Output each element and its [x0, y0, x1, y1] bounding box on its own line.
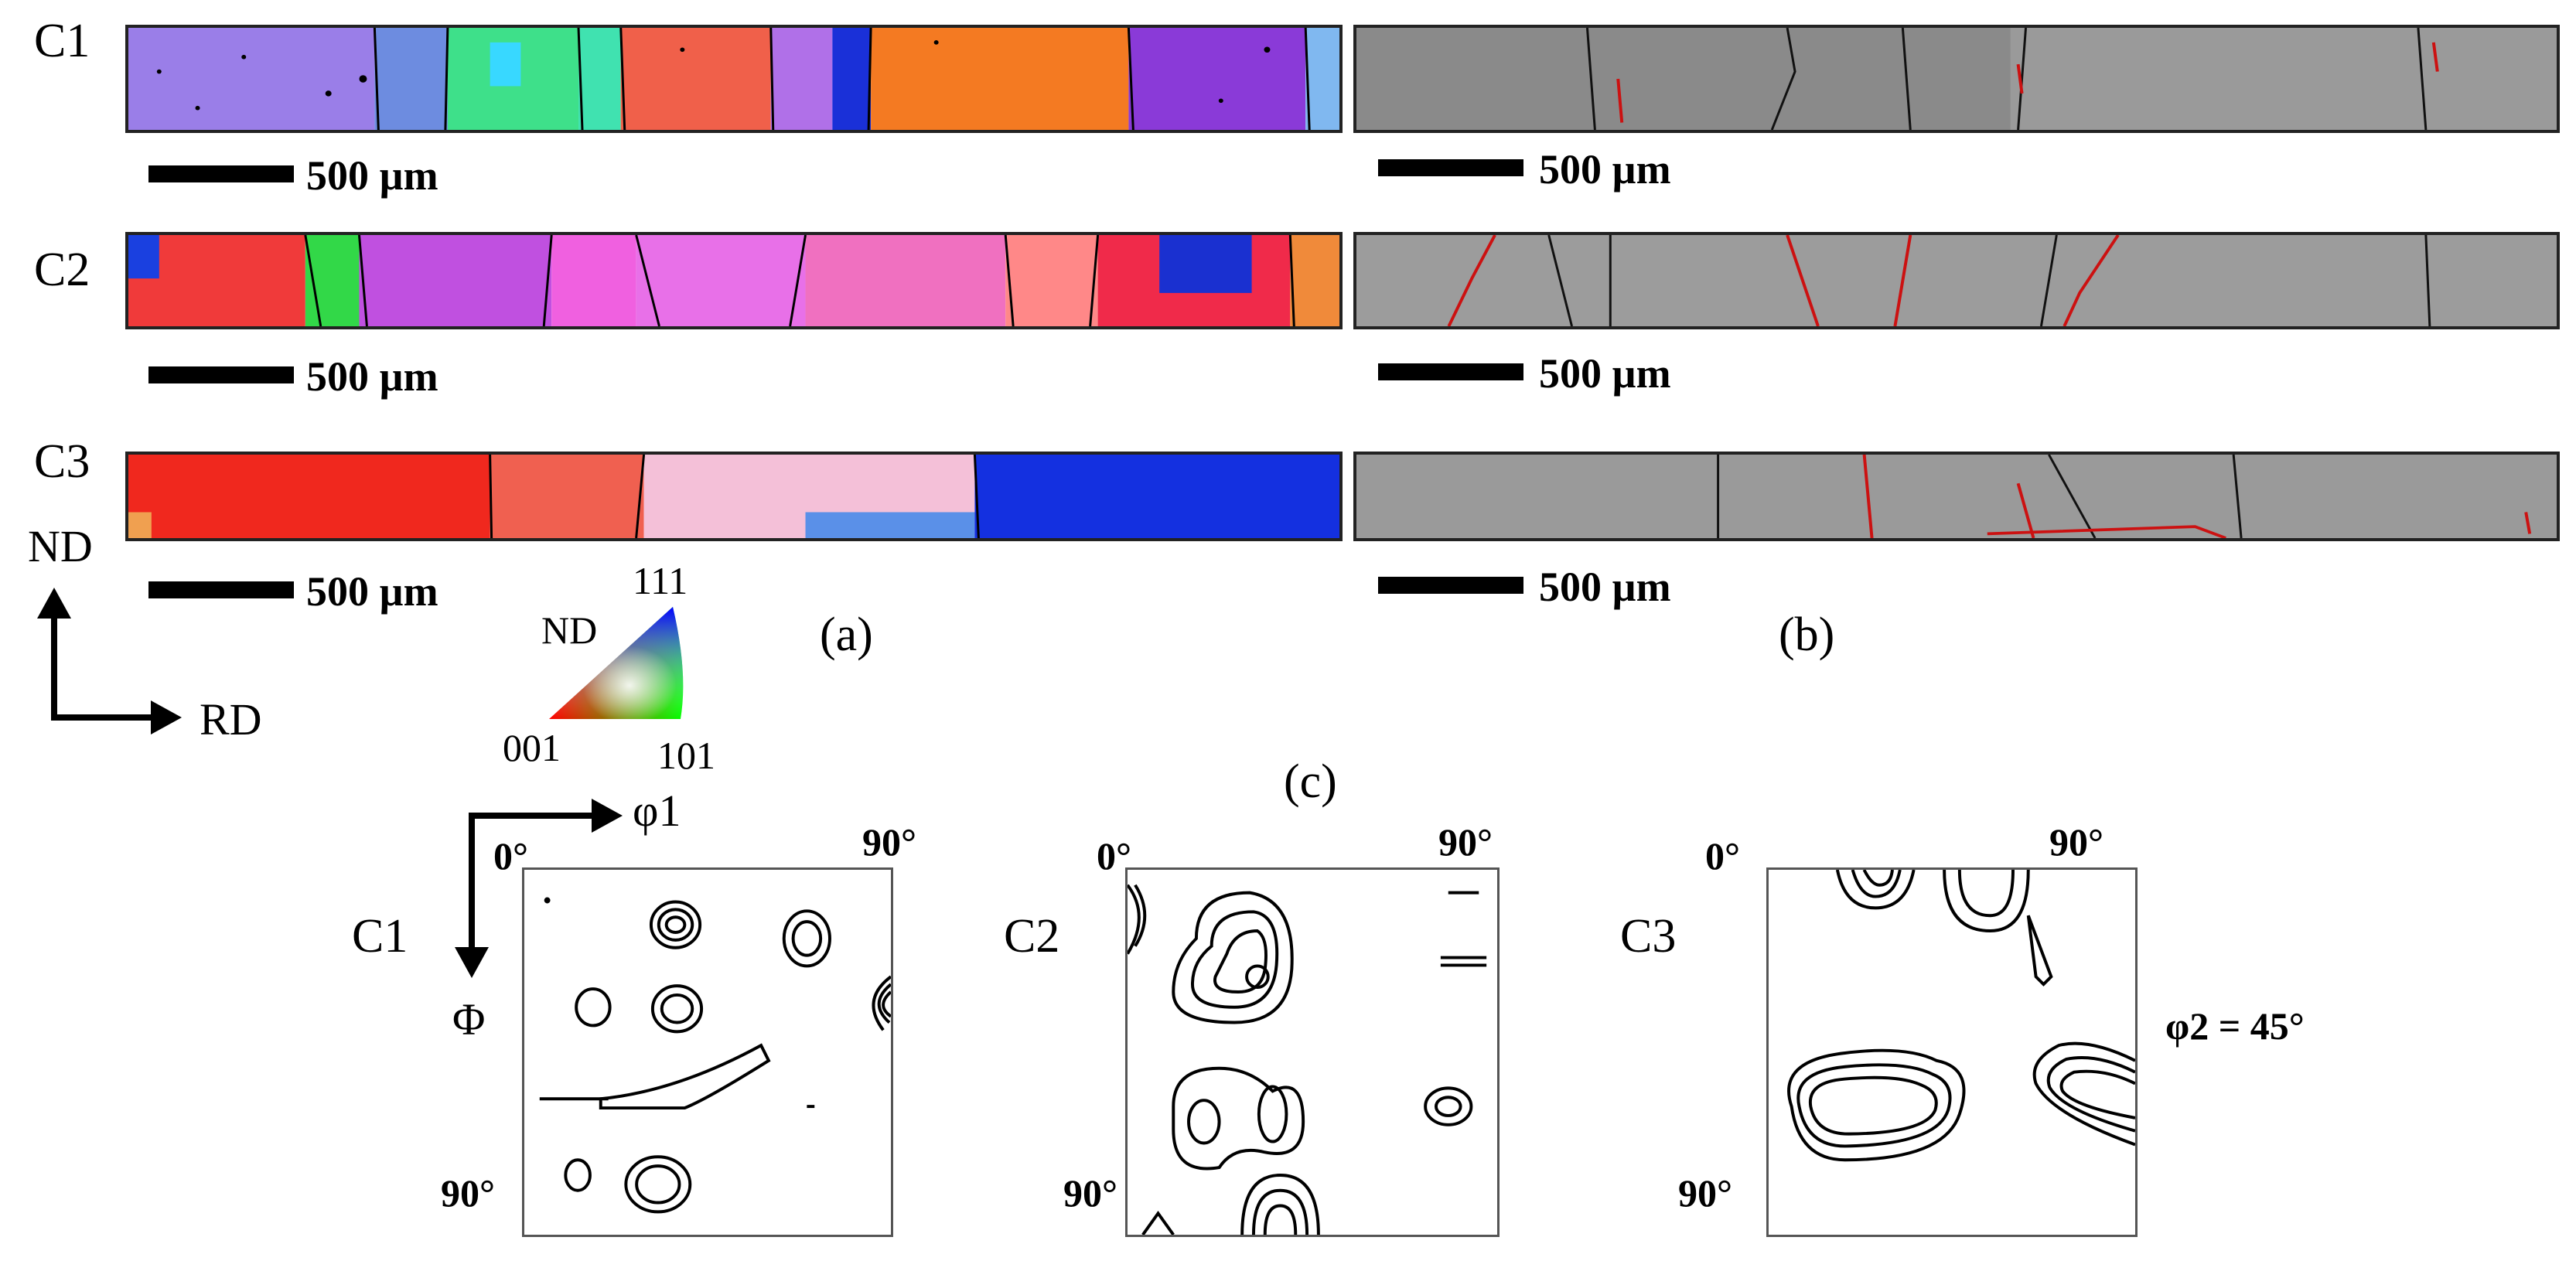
- ipf-map-c1: [125, 25, 1343, 133]
- odf-c3-angle-end: 90°: [2049, 820, 2103, 864]
- row-label-c2-a: C2: [34, 244, 90, 296]
- ipf-color-triangle: [549, 607, 684, 719]
- panel-label-a: (a): [820, 608, 873, 661]
- phi1-axis-label: φ1: [633, 786, 681, 836]
- odf-c1-angle-bottom: 90°: [441, 1171, 495, 1215]
- odf-label-c2: C2: [1004, 910, 1060, 963]
- boundary-map-c2: [1353, 232, 2560, 329]
- nd-axis-label: ND: [28, 521, 93, 571]
- scale-text-c2-a: 500 µm: [306, 353, 438, 400]
- odf-section-c3: [1766, 867, 2138, 1237]
- panel-label-c: (c): [1284, 755, 1337, 808]
- scale-bar-c1-a: [148, 165, 294, 182]
- scale-bar-c3-b: [1378, 577, 1523, 594]
- scale-bar-c1-b: [1378, 159, 1523, 176]
- scale-text-c1-b: 500 µm: [1539, 146, 1671, 193]
- ipf-legend-001: 001: [503, 726, 561, 769]
- scale-bar-c2-b: [1378, 363, 1523, 380]
- row-label-c1-a: C1: [34, 15, 90, 67]
- odf-section-c2: [1125, 867, 1500, 1237]
- odf-c1-angle-end: 90°: [862, 820, 916, 864]
- odf-c2-angle-bottom: 90°: [1063, 1171, 1117, 1215]
- boundary-map-c3: [1353, 452, 2560, 541]
- scale-bar-c2-a: [148, 366, 294, 383]
- odf-section-c1: [522, 867, 893, 1237]
- big-phi-axis-label: Φ: [452, 994, 486, 1045]
- scale-text-c1-a: 500 µm: [306, 152, 438, 199]
- panel-label-b: (b): [1779, 608, 1835, 661]
- ipf-legend-111: 111: [633, 559, 688, 602]
- ipf-legend-101: 101: [657, 734, 715, 777]
- odf-c2-angle-end: 90°: [1438, 820, 1493, 864]
- phi2-section-note: φ2 = 45°: [2165, 1004, 2305, 1048]
- scale-bar-c3-a: [148, 581, 294, 598]
- scale-text-c3-b: 500 µm: [1539, 564, 1671, 610]
- odf-c3-angle-start: 0°: [1705, 834, 1740, 878]
- ipf-map-c3: [125, 452, 1343, 541]
- boundary-map-c1: [1353, 25, 2560, 133]
- row-label-c3-a: C3: [34, 435, 90, 488]
- odf-label-c1: C1: [352, 910, 408, 963]
- scale-text-c3-a: 500 µm: [306, 568, 438, 615]
- odf-label-c3: C3: [1620, 910, 1677, 963]
- scale-text-c2-b: 500 µm: [1539, 350, 1671, 397]
- ipf-map-c2: [125, 232, 1343, 329]
- rd-axis-label: RD: [200, 694, 262, 745]
- odf-c3-angle-bottom: 90°: [1678, 1171, 1732, 1215]
- ipf-legend-direction: ND: [541, 608, 598, 652]
